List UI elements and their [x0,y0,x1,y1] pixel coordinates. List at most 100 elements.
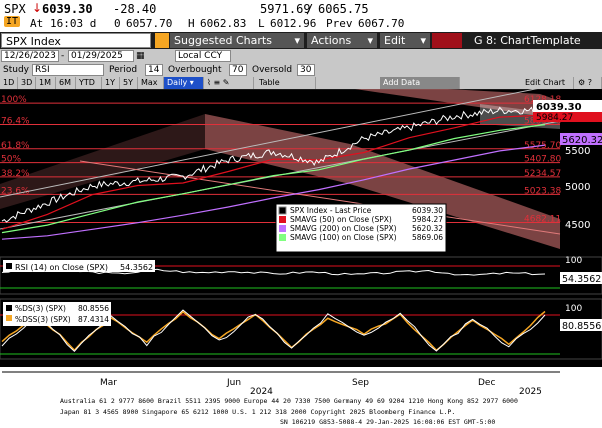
function-key[interactable]: IT [4,16,21,27]
trendline-down[interactable] [79,160,561,235]
y-tick-label: 5500 [565,146,590,157]
price-change: -28.40 [113,2,157,16]
down-arrow-icon: ↓ [32,1,43,15]
x-tick-label: Mar [100,378,117,388]
legend-swatch [278,206,287,215]
tf-5y[interactable]: 5Y [120,77,138,89]
oversold-label: Oversold [252,65,293,75]
chevron-down-icon: ▾ [294,34,300,47]
stochastic-panel[interactable]: %DS(3) (SPX) 80.8556 %DSS(3) (SPX) 87.43… [0,298,602,360]
tf-1y[interactable]: 1Y [102,77,120,89]
ma200-line[interactable] [1,144,546,240]
settings-icon[interactable]: ⚙ ? [575,77,602,89]
open-value: 6057.70 [126,17,173,30]
rsi-tag [560,272,602,284]
add-data-button[interactable]: Add Data [380,77,460,89]
range-separator: / [306,2,314,16]
ticker: SPX [4,2,26,16]
stoch-legend-text: %DSS(3) (SPX) [15,315,71,324]
template-label[interactable]: G 8: ChartTemplate [474,34,581,47]
overbought-field[interactable]: 70 [229,64,247,76]
end-date-field[interactable]: 01/29/2025 [68,50,134,62]
last-price: 6039.30 [42,2,93,16]
legend-swatch [279,225,286,232]
trendline-upper[interactable] [0,89,560,198]
range-high: 6065.75 [318,2,369,16]
period-field[interactable]: 14 [145,64,163,76]
legend-value: 6039.30 [412,206,443,215]
ma100-line[interactable] [1,124,546,234]
legend-value: 5620.32 [412,224,443,233]
fib-price: 5407.80 [524,155,561,165]
chevron-down-icon: ▾ [367,34,373,47]
legend[interactable]: SPX Index - Last Price 6039.30 SMAVG (50… [275,203,447,253]
pencil-icon[interactable] [155,33,169,48]
last-price-tag-text: 6039.30 [536,102,582,113]
start-date-field[interactable]: 12/26/2023 [1,50,59,62]
fib-price: 5234.57 [524,169,561,179]
footer-line-1: Australia 61 2 9777 8600 Brazil 5511 239… [60,397,518,405]
legend-swatch [279,234,286,241]
chart-canvas[interactable]: 100%6128.1876.4%5869.0661.8%5575.7050%54… [0,89,602,395]
fib-price: 5023.38 [524,186,561,196]
price-line[interactable] [1,106,546,223]
tf-6m[interactable]: 6M [56,77,76,89]
legend-swatch [6,305,12,311]
study-select[interactable]: RSI [32,64,104,76]
y-tick-label: 100 [565,256,582,266]
legend-entry: SPX Index - Last Price [290,206,372,215]
prev-value: 6067.70 [358,17,405,30]
timeframe-bar: 1D 3D 1M 6M YTD 1Y 5Y Max Daily ▾ ⌇ ≡ ✎ … [0,77,602,89]
footer-line-3: SN 106219 G853-5088-4 29-Jan-2025 16:08:… [280,418,496,426]
ds-line[interactable] [1,309,546,353]
tf-3d[interactable]: 3D [18,77,36,89]
period-label: Period [109,65,138,75]
ma50-line[interactable] [1,114,546,230]
alert-block[interactable] [432,33,462,48]
legend-value: 5869.06 [412,233,443,242]
tf-1m[interactable]: 1M [36,77,56,89]
y-tick-label: 4500 [565,220,590,231]
edit-chart-button[interactable]: Edit Chart [522,77,574,89]
edit-button[interactable]: Edit ▾ [380,33,430,48]
fib-label: 76.4% [1,117,30,127]
price-panel[interactable]: 100%6128.1876.4%5869.0661.8%5575.7050%54… [0,89,602,253]
rsi-legend-text: RSI (14) on Close (SPX) [15,263,108,272]
calendar-icon[interactable]: ▦ [136,51,145,61]
fib-label: 23.6% [1,186,30,196]
range-low: 5971.69 [260,2,311,16]
tf-1d[interactable]: 1D [0,77,18,89]
tf-max[interactable]: Max [138,77,164,89]
rsi-legend-value: 54.3562 [120,263,153,272]
x-tick-label: Jun [226,378,241,388]
actions-label: Actions [311,34,352,47]
rsi-panel[interactable]: RSI (14) on Close (SPX) 54.3562 100 54.3… [0,256,602,295]
security-field[interactable]: SPX Index [1,33,151,48]
chevron-down-icon: ▾ [420,34,426,47]
study-label: Study [3,65,29,75]
x-tick-label: Sep [352,378,369,388]
suggested-charts-button[interactable]: Suggested Charts ▾ [170,33,304,48]
channel-area [355,89,560,119]
frequency-select[interactable]: Daily ▾ [164,77,204,89]
year-label: 2024 [250,387,273,395]
actions-button[interactable]: Actions ▾ [307,33,377,48]
fib-label: 38.2% [1,169,30,179]
tf-ytd[interactable]: YTD [76,77,102,89]
suggested-charts-label: Suggested Charts [174,34,272,47]
ma50-tag [533,112,602,122]
table-button[interactable]: Table [256,77,316,89]
chart-tools[interactable]: ⌇ ≡ ✎ [204,77,254,89]
fib-price: 4682.11 [524,214,561,224]
legend-swatch [279,216,286,223]
rsi-tag-text: 54.3562 [562,274,601,285]
last-price-tag [533,100,602,112]
footer: Australia 61 2 9777 8600 Brazil 5511 239… [0,395,602,428]
stoch-legend-value: 80.8556 [78,304,109,313]
prev-prefix: Prev [326,17,353,30]
oversold-field[interactable]: 30 [297,64,315,76]
currency-select[interactable]: Local CCY [175,50,231,62]
y-tick-label: 100 [565,304,582,314]
security-toolbar: SPX Index Suggested Charts ▾ Actions ▾ Edi… [0,32,602,49]
stoch-tag [560,319,602,331]
